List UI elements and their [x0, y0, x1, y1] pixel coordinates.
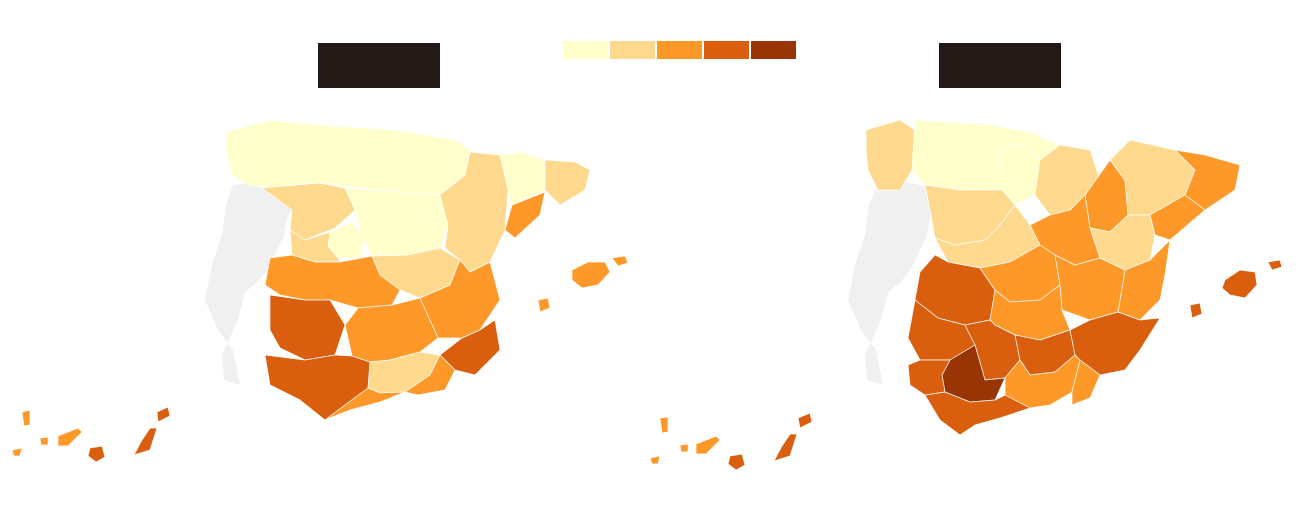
canary-gran-canaria — [727, 453, 746, 471]
map-title-right — [939, 43, 1061, 88]
region-la-mancha — [264, 254, 401, 309]
region-huelva — [907, 359, 951, 396]
region-andalusia-west — [264, 354, 371, 421]
region-tarragona — [504, 191, 546, 239]
region-catalonia — [1174, 149, 1241, 211]
region-almeria — [404, 354, 456, 396]
region-murcia — [1069, 311, 1161, 376]
portugal-region — [205, 182, 300, 385]
canary-gran-canaria — [87, 445, 106, 463]
region-malaga-coast — [324, 387, 406, 421]
island-mallorca — [1221, 269, 1258, 299]
region-extremadura — [269, 294, 346, 361]
canary-fuerteventura — [133, 427, 158, 456]
region-castilla-leon — [261, 182, 356, 241]
canary-lanzarote — [156, 406, 171, 423]
canary-3 — [39, 436, 49, 446]
map-title-left — [318, 43, 440, 88]
legend-class-1 — [563, 41, 608, 59]
portugal-region — [848, 182, 943, 385]
legend-class-4 — [704, 41, 749, 59]
region-galicia — [865, 119, 916, 191]
canary-1 — [21, 409, 31, 427]
legend-class-5 — [751, 41, 796, 59]
region-north-coast — [225, 119, 471, 196]
island-ibiza — [1189, 302, 1203, 319]
legend-class-3 — [657, 41, 702, 59]
region-aragon — [439, 151, 509, 273]
region-cadiz-malaga — [924, 391, 1031, 436]
region-la-mancha-east — [1054, 254, 1126, 321]
region-almeria — [1071, 359, 1101, 406]
canary-2 — [649, 455, 661, 465]
map-right — [649, 119, 1283, 471]
canary-tenerife — [57, 427, 83, 447]
region-catalonia — [544, 159, 591, 206]
canary-2 — [11, 447, 23, 457]
canary-1 — [659, 416, 669, 434]
canary-fuerteventura — [773, 433, 798, 462]
island-menorca — [611, 255, 629, 267]
island-mallorca — [571, 261, 611, 289]
canary-3 — [679, 443, 689, 453]
island-ibiza — [537, 297, 551, 313]
map-left — [11, 119, 629, 463]
legend-class-2 — [610, 41, 655, 59]
canary-tenerife — [695, 435, 721, 455]
color-legend — [563, 41, 796, 59]
island-menorca — [1267, 259, 1283, 271]
canary-lanzarote — [797, 412, 813, 429]
